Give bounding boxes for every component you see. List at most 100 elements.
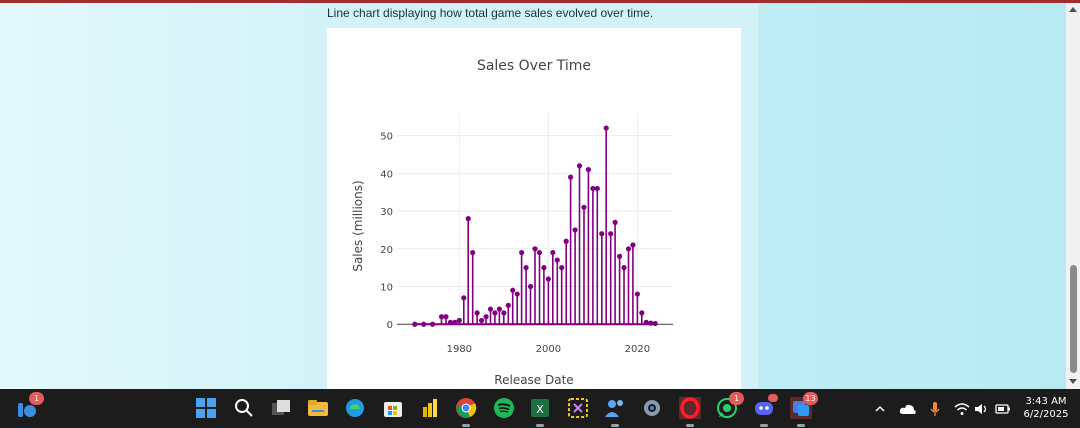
data-point[interactable]: [461, 295, 467, 301]
data-point[interactable]: [492, 310, 498, 316]
show-hidden-icons[interactable]: [873, 389, 887, 428]
data-point[interactable]: [648, 320, 654, 326]
power-bi-icon[interactable]: [419, 397, 441, 419]
x-axis-label: Release Date: [494, 373, 573, 387]
file-explorer-icon[interactable]: [307, 397, 329, 419]
data-point[interactable]: [412, 321, 418, 327]
data-point[interactable]: [545, 276, 551, 282]
data-point[interactable]: [465, 216, 471, 222]
data-point[interactable]: [487, 306, 494, 312]
data-point[interactable]: [634, 291, 640, 297]
data-point[interactable]: [532, 246, 538, 252]
wifi-tray[interactable]: [954, 389, 970, 428]
y-tick-label: 40: [380, 169, 393, 180]
chevron-up-icon[interactable]: [873, 402, 887, 416]
excel-icon[interactable]: X: [529, 397, 551, 427]
data-point[interactable]: [501, 310, 507, 316]
microphone-tray[interactable]: [929, 389, 941, 428]
data-point[interactable]: [559, 265, 565, 271]
scroll-up-arrow-icon[interactable]: [1069, 7, 1077, 12]
x-tick-label: 2020: [625, 344, 650, 355]
onedrive-tray[interactable]: [899, 389, 917, 428]
settings-icon[interactable]: [641, 397, 663, 419]
data-point[interactable]: [438, 314, 445, 320]
data-point[interactable]: [572, 227, 578, 233]
data-point[interactable]: [470, 249, 476, 256]
data-point[interactable]: [519, 249, 525, 256]
data-point[interactable]: [621, 265, 627, 271]
window-top-border: [0, 0, 1080, 3]
page-scrollbar[interactable]: [1066, 3, 1080, 389]
data-point[interactable]: [554, 257, 560, 263]
data-point[interactable]: [616, 253, 623, 259]
wifi-icon[interactable]: [954, 402, 970, 416]
microphone-icon[interactable]: [929, 401, 941, 417]
chrome-icon[interactable]: [455, 397, 477, 427]
edge-icon[interactable]: [344, 397, 366, 419]
data-point[interactable]: [474, 310, 480, 316]
teams-icon[interactable]: 13: [787, 392, 818, 427]
x-tick-label: 2000: [536, 344, 561, 355]
data-point[interactable]: [541, 265, 547, 271]
data-point[interactable]: [590, 185, 596, 192]
teams-badge: 13: [803, 392, 818, 405]
y-axis-label: Sales (millions): [351, 180, 365, 271]
data-point[interactable]: [563, 238, 569, 244]
data-point[interactable]: [576, 163, 583, 169]
search-icon[interactable]: [233, 397, 255, 419]
data-point[interactable]: [536, 249, 543, 256]
data-point[interactable]: [603, 125, 609, 131]
data-point[interactable]: [421, 321, 427, 327]
data-point[interactable]: [625, 246, 632, 252]
data-point[interactable]: [594, 185, 600, 192]
data-point[interactable]: [639, 310, 645, 316]
cloud-icon[interactable]: [899, 402, 917, 416]
data-point[interactable]: [523, 265, 529, 271]
start-icon[interactable]: [195, 397, 217, 419]
data-point[interactable]: [430, 321, 436, 327]
data-point[interactable]: [612, 219, 618, 225]
widgets-icon[interactable]: 1: [16, 392, 44, 419]
chart-ticks: 0 10 20 30 40 50 1980 2000 2020: [380, 132, 650, 355]
data-point[interactable]: [608, 231, 614, 237]
data-point[interactable]: [652, 320, 658, 327]
data-point[interactable]: [527, 283, 534, 290]
data-point[interactable]: [505, 302, 511, 308]
task-view-icon[interactable]: [270, 397, 292, 419]
snipping-tool-icon[interactable]: [567, 397, 589, 419]
data-point[interactable]: [452, 319, 458, 325]
data-point[interactable]: [478, 317, 485, 324]
discord-icon[interactable]: [753, 394, 778, 427]
data-point[interactable]: [443, 314, 449, 320]
store-icon[interactable]: [382, 397, 404, 419]
data-point[interactable]: [568, 174, 574, 180]
data-point[interactable]: [483, 314, 489, 320]
teams-chat-icon[interactable]: [604, 397, 626, 427]
scroll-thumb[interactable]: [1070, 265, 1077, 373]
data-point[interactable]: [581, 204, 587, 210]
discord-badge-dot: [768, 394, 778, 402]
opera-icon[interactable]: [676, 394, 704, 427]
data-point[interactable]: [456, 317, 462, 324]
chart-marks: [412, 125, 658, 327]
data-point[interactable]: [550, 249, 556, 256]
widgets-badge: 1: [29, 392, 44, 405]
battery-icon[interactable]: [995, 402, 1011, 416]
data-point[interactable]: [585, 166, 592, 173]
data-point[interactable]: [447, 319, 454, 325]
volume-tray[interactable]: [974, 389, 990, 428]
system-clock[interactable]: 3:43 AM 6/2/2025: [1020, 395, 1072, 421]
battery-tray[interactable]: [995, 389, 1011, 428]
data-point[interactable]: [510, 287, 516, 293]
spotify-icon[interactable]: [493, 397, 515, 419]
whatsapp-icon[interactable]: 1: [716, 392, 744, 419]
data-point[interactable]: [630, 242, 636, 248]
data-point[interactable]: [599, 231, 605, 237]
speaker-icon[interactable]: [974, 402, 990, 416]
whatsapp-badge: 1: [729, 392, 744, 405]
scroll-down-arrow-icon[interactable]: [1069, 379, 1077, 384]
data-point[interactable]: [514, 291, 520, 297]
data-point[interactable]: [643, 319, 649, 325]
y-tick-label: 0: [387, 320, 393, 331]
data-point[interactable]: [496, 306, 502, 312]
